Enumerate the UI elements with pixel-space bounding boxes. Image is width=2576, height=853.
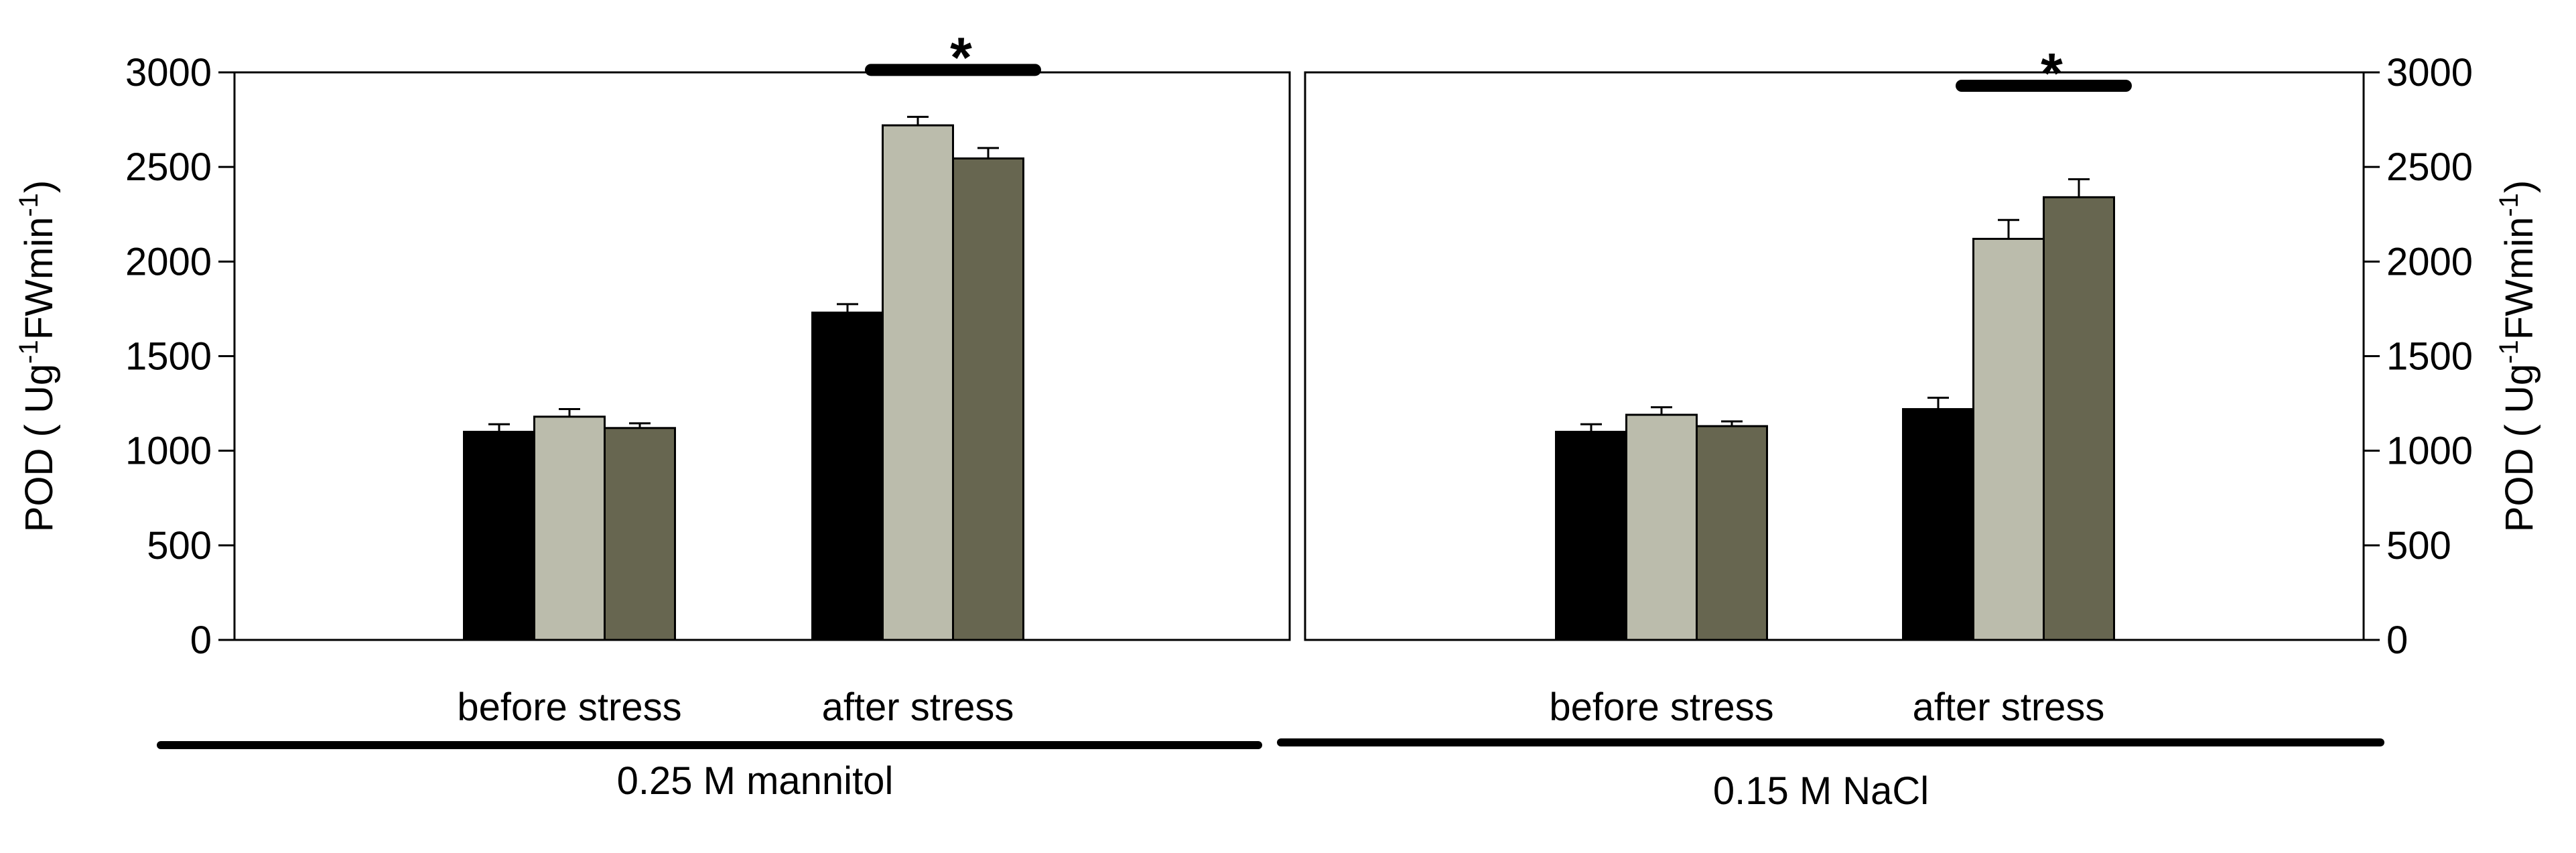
condition-label: 0.15 M NaCl <box>1713 769 1929 813</box>
plot-frame <box>233 71 1291 641</box>
y-tick-label: 500 <box>2386 524 2451 568</box>
y-tick-label: 1000 <box>125 430 212 473</box>
bar <box>811 312 884 641</box>
category-label: after stress <box>822 685 1014 729</box>
y-tick-label: 1500 <box>2386 335 2473 379</box>
y-axis-title-part: POD ( Ug <box>2498 364 2541 532</box>
y-axis-title-superscript: -1 <box>2494 193 2524 217</box>
y-tick-label: 1000 <box>2386 430 2473 473</box>
significance-marker: * <box>950 25 972 88</box>
y-axis-title-part: ) <box>2498 180 2541 193</box>
y-tick-label: 3000 <box>125 51 212 94</box>
bar <box>1902 408 1974 641</box>
category-label: after stress <box>1913 685 2105 729</box>
bar <box>1696 425 1768 641</box>
bar <box>952 157 1024 641</box>
y-tick-label: 1500 <box>125 335 212 379</box>
condition-label: 0.25 M mannitol <box>617 759 894 803</box>
y-tick-label: 2000 <box>2386 240 2473 283</box>
y-axis-title-part: ) <box>17 180 61 193</box>
y-tick-label: 0 <box>2386 618 2408 662</box>
significance-marker: * <box>2041 42 2063 105</box>
bar <box>2043 196 2115 641</box>
y-axis-title-superscript: -1 <box>14 340 44 364</box>
y-axis-title: POD ( Ug-1FWmin-1) <box>14 180 61 533</box>
y-tick-label: 500 <box>147 524 212 568</box>
y-axis-title-part: POD ( Ug <box>17 364 61 532</box>
bar <box>1555 430 1627 641</box>
y-axis-title-part: FWmin <box>17 217 61 340</box>
y-tick-label: 0 <box>190 618 212 662</box>
category-label: before stress <box>1549 685 1773 729</box>
bar <box>463 430 535 641</box>
y-tick-label: 2500 <box>125 145 212 189</box>
bar <box>1625 413 1698 641</box>
y-tick-label: 2000 <box>125 240 212 283</box>
y-axis-title: POD ( Ug-1FWmin-1) <box>2494 180 2541 533</box>
y-tick-label: 2500 <box>2386 145 2473 189</box>
y-axis-title-superscript: -1 <box>14 193 44 217</box>
y-axis-title-part: FWmin <box>2498 217 2541 340</box>
bar <box>604 427 676 641</box>
bar <box>533 415 606 641</box>
y-axis-title-superscript: -1 <box>2494 340 2524 364</box>
bar <box>882 124 954 641</box>
plot-frame <box>1304 71 2365 641</box>
category-label: before stress <box>457 685 681 729</box>
y-tick-label: 3000 <box>2386 51 2473 94</box>
bar <box>1972 237 2045 641</box>
